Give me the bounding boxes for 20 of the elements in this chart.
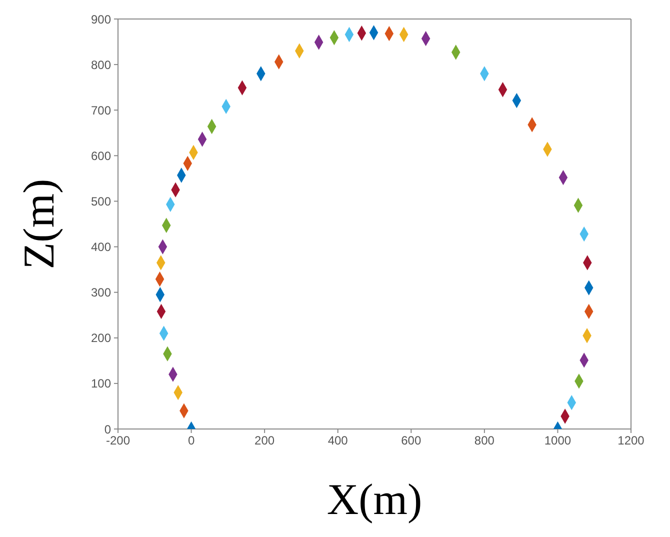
x-tick-label: 800 <box>474 434 495 448</box>
y-tick-label: 500 <box>90 194 112 208</box>
x-tick-label: 1000 <box>544 434 572 448</box>
y-tick-label: 700 <box>90 103 112 118</box>
y-tick-label: 100 <box>90 376 112 391</box>
x-tick-label: -200 <box>106 434 130 448</box>
x-tick-label: 0 <box>188 434 195 448</box>
y-tick-label: 300 <box>90 286 112 300</box>
x-tick-label: 600 <box>401 434 422 448</box>
x-tick-label: 200 <box>254 434 275 448</box>
y-tick-label: 600 <box>90 148 112 163</box>
y-tick-label: 400 <box>90 240 112 254</box>
x-tick-label: 1200 <box>618 434 645 448</box>
y-tick-label: 800 <box>90 58 112 72</box>
y-tick-label: 900 <box>90 12 112 26</box>
y-tick-label: 0 <box>104 422 112 436</box>
x-tick-label: 400 <box>328 434 348 448</box>
y-tick-label: 200 <box>90 331 112 346</box>
y-axis-title: Z(m) <box>14 178 64 270</box>
x-axis-title: X(m) <box>326 475 422 524</box>
